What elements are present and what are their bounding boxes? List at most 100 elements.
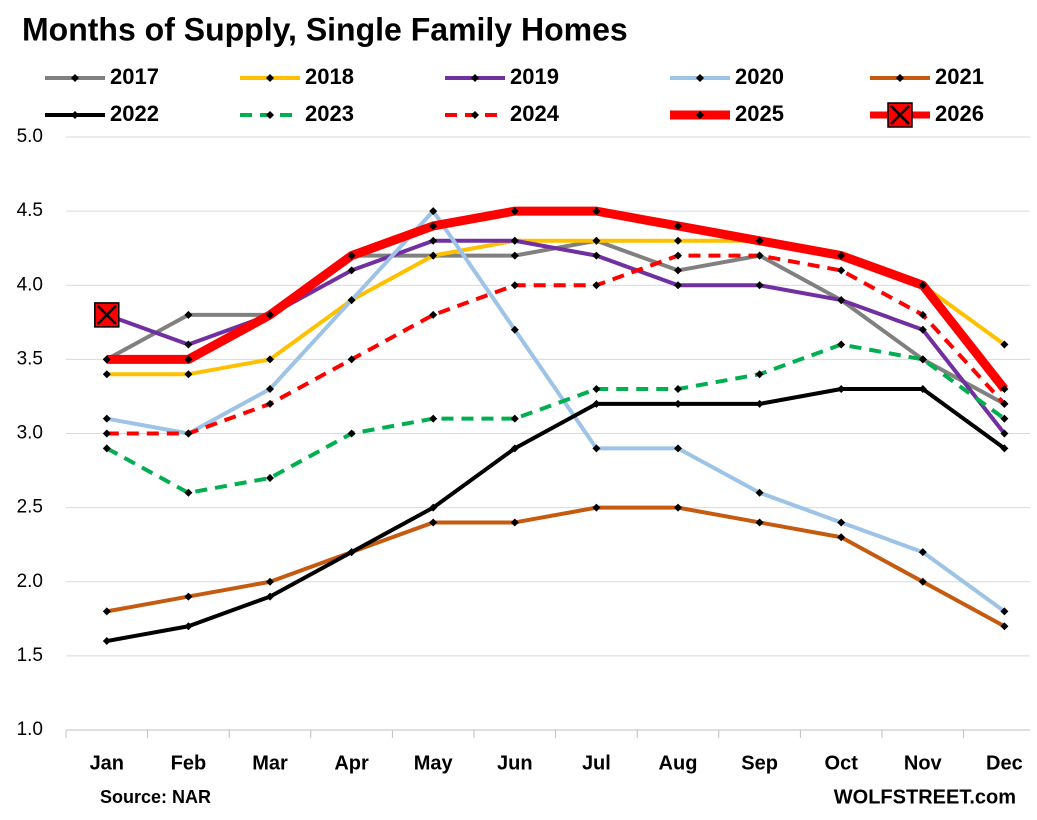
marker [837, 340, 846, 349]
marker [592, 444, 601, 453]
marker [1000, 607, 1009, 616]
marker [592, 399, 601, 408]
series-line [106, 238, 1006, 377]
marker [918, 355, 927, 364]
marker-x [96, 305, 117, 325]
legend-entry: 2020 [670, 64, 784, 89]
marker [592, 281, 601, 290]
legend-entry: 2022 [45, 101, 159, 126]
marker [1000, 429, 1009, 438]
source: Source: NAR [100, 787, 211, 807]
legend-label: 2018 [305, 64, 354, 89]
marker [429, 251, 438, 260]
x-tick-label: Mar [252, 752, 288, 774]
marker [184, 429, 193, 438]
chart-title: Months of Supply, Single Family Homes [22, 11, 628, 47]
x-tick-label: May [414, 752, 454, 774]
marker [266, 592, 274, 601]
legend-entry: 2023 [240, 101, 354, 126]
marker [347, 266, 356, 275]
marker [755, 399, 764, 408]
x-tick-label: Nov [904, 752, 943, 774]
marker [1000, 414, 1009, 423]
marker [184, 488, 193, 497]
marker [837, 296, 846, 305]
x-tick-label: Sep [741, 752, 778, 774]
marker [1000, 399, 1009, 408]
y-tick-label: 5.0 [17, 126, 43, 147]
x-tick-label: Oct [825, 752, 859, 774]
series-line [106, 505, 1006, 628]
marker [837, 533, 846, 542]
series [102, 207, 1009, 616]
marker [918, 310, 927, 319]
watermark: WOLFSTREET.com [834, 786, 1016, 808]
y-tick-label: 3.0 [17, 423, 43, 444]
marker [755, 518, 764, 527]
marker [755, 236, 764, 245]
legend-entry: 2024 [445, 101, 560, 126]
marker [1000, 622, 1009, 631]
y-tick-label: 2.5 [17, 497, 43, 518]
y-tick-label: 3.5 [17, 348, 43, 369]
legend-label: 2025 [735, 101, 784, 126]
marker [102, 607, 111, 616]
legend-label: 2023 [305, 101, 354, 126]
marker [184, 370, 193, 379]
legend-label: 2026 [935, 101, 984, 126]
marker [184, 355, 193, 364]
marker [510, 281, 519, 290]
y-tick-label: 2.0 [17, 571, 43, 592]
marker [102, 444, 111, 453]
marker [429, 236, 438, 245]
marker [837, 266, 846, 275]
series-line [106, 209, 1006, 614]
legend-marker [696, 111, 704, 119]
marker [592, 207, 601, 216]
marker [674, 236, 682, 245]
marker [510, 325, 519, 334]
x-tick-label: Feb [171, 752, 207, 774]
marker [918, 325, 927, 334]
legend-entry: 2021 [870, 64, 984, 89]
y-tick-label: 1.5 [17, 645, 43, 666]
marker [347, 296, 356, 305]
marker [755, 488, 764, 497]
marker [184, 592, 193, 601]
legend-entry: 2018 [240, 64, 354, 89]
series [102, 236, 1009, 379]
marker [592, 251, 601, 260]
marker [510, 236, 519, 245]
marker [755, 370, 764, 379]
marker [674, 385, 682, 394]
legend-label: 2022 [110, 101, 159, 126]
legend-label: 2017 [110, 64, 159, 89]
marker [429, 503, 438, 512]
y-tick-label: 1.0 [17, 719, 43, 740]
marker [918, 385, 927, 394]
x-tick-label: Jul [582, 752, 611, 774]
marker [266, 577, 274, 586]
marker [102, 637, 111, 646]
marker [592, 236, 601, 245]
legend-marker [71, 74, 79, 82]
legend-label: 2024 [510, 101, 560, 126]
marker [674, 221, 682, 230]
legend-marker [71, 111, 79, 119]
legend-label: 2020 [735, 64, 784, 89]
marker [837, 518, 846, 527]
marker [184, 310, 193, 319]
marker [592, 503, 601, 512]
marker [429, 310, 438, 319]
marker [755, 251, 764, 260]
marker [1000, 385, 1009, 394]
marker [755, 281, 764, 290]
marker [918, 548, 927, 557]
x-tick-label: Jan [90, 752, 124, 774]
marker [510, 518, 519, 527]
legend-marker [471, 111, 479, 119]
marker [429, 518, 438, 527]
marker [102, 414, 111, 423]
marker [429, 207, 438, 216]
marker [592, 385, 601, 394]
